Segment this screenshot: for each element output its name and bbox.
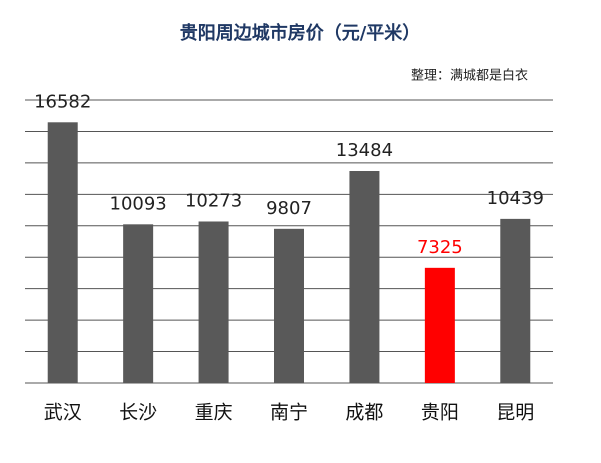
x-tick-label: 重庆 [195,402,233,424]
chart-subtitle: 整理：满城都是白衣 [411,68,528,84]
value-label: 10439 [487,188,544,209]
x-tick-label: 成都 [345,402,383,424]
bar [198,221,229,383]
value-label: 10273 [185,190,242,211]
x-tick-label: 贵阳 [421,402,459,424]
bar [274,228,304,383]
x-tick-label: 南宁 [270,402,308,424]
x-tick-label: 昆明 [496,402,534,424]
bar [349,171,380,383]
bar [500,218,531,383]
x-tick-label: 长沙 [119,402,157,424]
value-label: 9807 [266,198,312,219]
value-label: 13484 [336,140,393,161]
bar [424,267,455,383]
bar [123,224,154,383]
value-label: 7325 [417,237,463,258]
value-label: 16582 [34,91,91,112]
x-tick-label: 武汉 [44,402,82,424]
bar [47,122,78,383]
chart-title: 贵阳周边城市房价（元/平米） [180,22,421,44]
value-label: 10093 [110,193,167,214]
